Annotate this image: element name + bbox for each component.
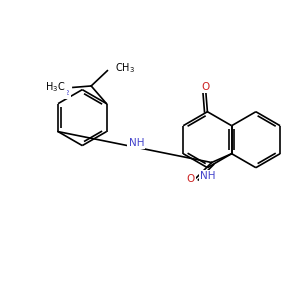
Text: O: O xyxy=(202,82,210,92)
Text: O: O xyxy=(186,174,194,184)
Text: NH$_2$: NH$_2$ xyxy=(49,84,70,98)
Text: NH: NH xyxy=(200,171,215,181)
Text: NH: NH xyxy=(129,138,144,148)
Text: H$_3$C: H$_3$C xyxy=(45,80,66,94)
Text: CH$_3$: CH$_3$ xyxy=(115,61,135,75)
